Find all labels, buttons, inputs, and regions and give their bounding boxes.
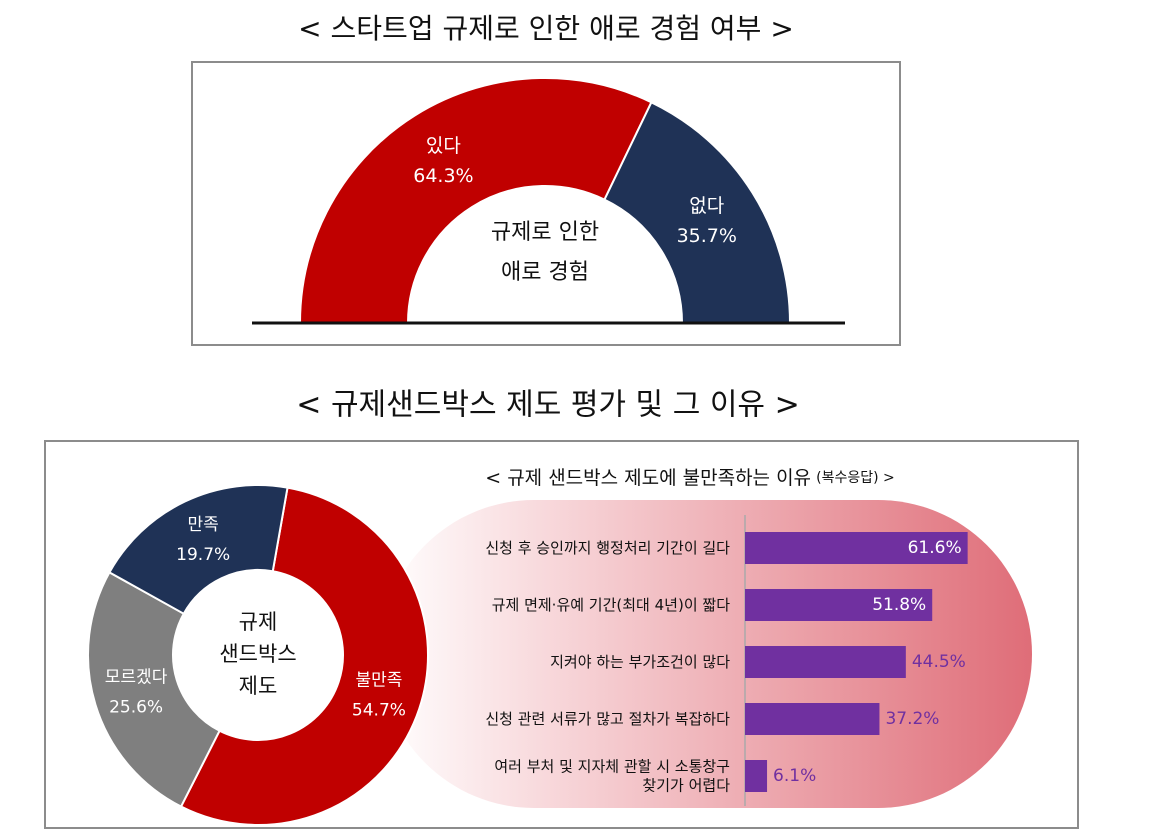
center-label: 샌드박스 [219, 642, 296, 666]
center-label: 제도 [239, 674, 278, 698]
category-line: 지켜야 하는 부가조건이 많다 [550, 653, 730, 671]
category-label: 신청 후 승인까지 행정처리 기간이 길다 [485, 539, 730, 557]
value-label: 51.8% [872, 595, 926, 615]
slice [87, 571, 221, 808]
category-label: 신청 관련 서류가 많고 절차가 복잡하다 [485, 710, 730, 728]
slice-label: 있다 [426, 135, 461, 157]
slice-value: 25.6% [109, 697, 163, 717]
slice [108, 484, 289, 616]
category-label: 여러 부처 및 지자체 관할 시 소통창구 찾기가 어렵다 [494, 757, 730, 794]
category-label: 규제 면제·유예 기간(최대 4년)이 짧다 [492, 596, 730, 614]
bar-title: < 규제 샌드박스 제도에 불만족하는 이유 (복수응답) > [485, 467, 895, 489]
slice-label: 모르겠다 [105, 667, 168, 687]
category-line: 규제 면제·유예 기간(최대 4년)이 짧다 [492, 596, 730, 614]
section-title: < 규제샌드박스 제도 평가 및 그 이유 > [296, 388, 799, 423]
bar-title-main: < 규제 샌드박스 제도에 불만족하는 이유 [485, 467, 811, 489]
section-title: < 스타트업 규제로 인한 애로 경험 여부 > [298, 12, 794, 45]
center-label: 애로 경험 [501, 260, 589, 285]
category-line: 신청 관련 서류가 많고 절차가 복잡하다 [485, 710, 730, 728]
slice-label: 불만족 [355, 670, 402, 690]
value-label: 61.6% [908, 538, 962, 558]
bar [745, 703, 880, 735]
category-line: 여러 부처 및 지자체 관할 시 소통창구 [494, 757, 730, 775]
center-label: 규제 [239, 610, 278, 634]
slice-value: 35.7% [677, 225, 737, 247]
slice [179, 486, 429, 826]
category-line: 신청 후 승인까지 행정처리 기간이 길다 [485, 539, 730, 557]
slice-label: 만족 [188, 515, 219, 535]
bar [745, 532, 968, 564]
value-label: 44.5% [912, 652, 966, 672]
value-label: 37.2% [885, 709, 939, 729]
category-line: 찾기가 어렵다 [642, 776, 730, 794]
bar [745, 760, 768, 792]
slice-label: 없다 [689, 195, 724, 217]
value-label: 6.1% [773, 766, 816, 786]
category-label: 지켜야 하는 부가조건이 많다 [550, 653, 730, 671]
slice-value: 64.3% [413, 165, 473, 187]
center-label: 규제로 인한 [491, 220, 599, 245]
slice-value: 19.7% [176, 545, 230, 565]
slice [298, 77, 653, 324]
bar-subtitle: (복수응답) > [816, 470, 895, 486]
slice [603, 100, 792, 324]
slice-value: 54.7% [352, 700, 406, 720]
bar [745, 589, 933, 621]
bar [745, 646, 906, 678]
